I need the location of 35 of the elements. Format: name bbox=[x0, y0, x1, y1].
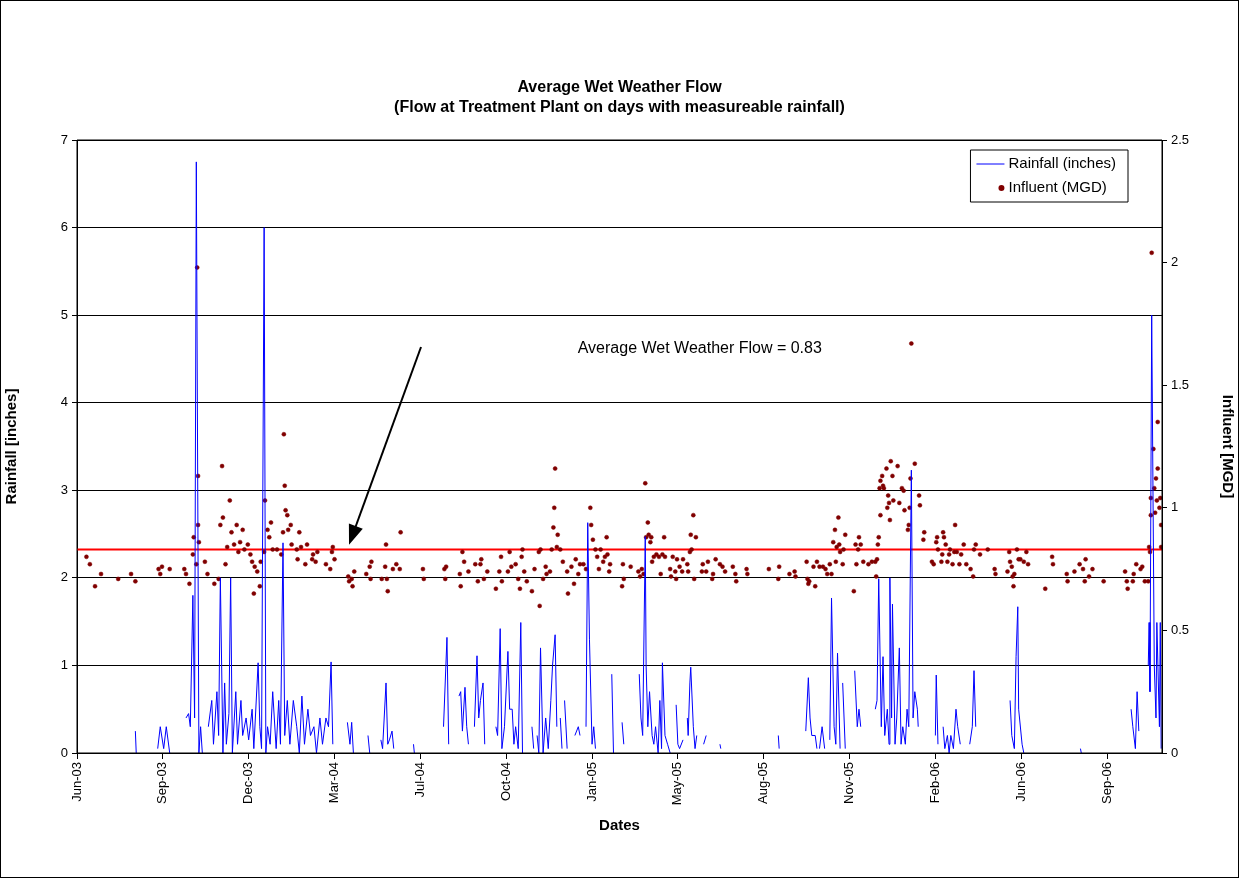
x-tick-label: Sep-03 bbox=[154, 762, 170, 804]
y-axis-title: Rainfall [inches] bbox=[2, 388, 20, 505]
y-tick-label: 1 bbox=[60, 657, 68, 673]
y-tick-label: 6 bbox=[60, 219, 68, 235]
x-tick-label: Jan-05 bbox=[583, 762, 599, 802]
chart-title: Average Wet Weather Flow bbox=[517, 78, 723, 96]
y2-tick-label: 0.5 bbox=[1171, 621, 1190, 637]
x-tick-label: Sep-06 bbox=[1098, 762, 1114, 804]
y2-tick-label: 0 bbox=[1171, 744, 1179, 760]
annotation: Average Wet Weather Flow = 0.83 bbox=[577, 338, 822, 356]
y2-tick-label: 1 bbox=[1171, 499, 1179, 515]
legend-label: Influent (MGD) bbox=[1008, 178, 1107, 196]
x-tick-label: May-05 bbox=[669, 762, 685, 806]
y-tick-label: 3 bbox=[60, 481, 68, 497]
y-tick-label: 7 bbox=[60, 131, 68, 147]
x-tick-label: Jun-06 bbox=[1012, 762, 1028, 802]
y-tick-label: 0 bbox=[60, 744, 68, 760]
x-tick-label: Jun-03 bbox=[68, 762, 84, 802]
x-tick-label: Nov-05 bbox=[841, 762, 857, 804]
x-tick-label: Dec-03 bbox=[240, 762, 256, 804]
chart-subtitle: (Flow at Treatment Plant on days with measureable rainfall) bbox=[394, 98, 845, 116]
x-tick-label: Aug-05 bbox=[755, 762, 771, 804]
y2-tick-label: 1.5 bbox=[1171, 376, 1190, 392]
x-axis-title: Dates bbox=[599, 816, 640, 834]
x-tick-label: Jul-04 bbox=[411, 762, 427, 798]
x-tick-label: Oct-04 bbox=[497, 762, 513, 802]
x-tick-label: Feb-06 bbox=[926, 762, 942, 804]
y-tick-label: 5 bbox=[60, 306, 68, 322]
x-tick-label: Mar-04 bbox=[326, 762, 342, 804]
y2-tick-label: 2 bbox=[1171, 254, 1179, 270]
y2-tick-label: 2.5 bbox=[1171, 131, 1190, 147]
y2-axis-title: Influent [MGD] bbox=[1219, 394, 1237, 499]
y-tick-label: 2 bbox=[60, 569, 68, 585]
legend-label: Rainfall (inches) bbox=[1008, 154, 1117, 172]
y-tick-label: 4 bbox=[60, 394, 68, 410]
